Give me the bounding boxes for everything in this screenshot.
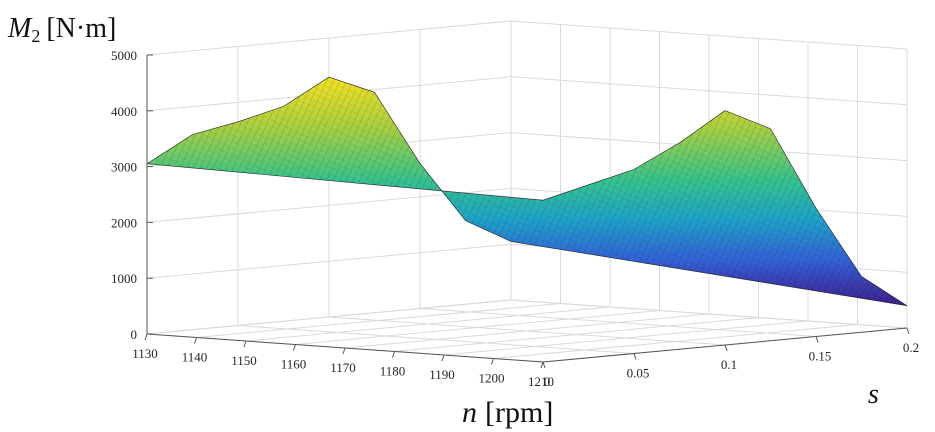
surface	[146, 76, 908, 306]
x-tick-mark	[342, 347, 346, 355]
x-tick-mark	[540, 361, 544, 369]
grid-line	[237, 325, 635, 354]
x-tick-label: 1150	[231, 353, 257, 368]
y-tick-mark	[906, 327, 910, 335]
y-tick-label: 0.15	[809, 349, 832, 364]
y-tick-label: 0	[544, 374, 551, 389]
x-axis-title: n [rpm]	[462, 396, 553, 429]
y-tick-label: 0.2	[903, 340, 919, 355]
grid-line	[510, 299, 908, 329]
x-tick-mark	[491, 358, 494, 365]
z-tick-label: 1000	[111, 271, 137, 286]
x-tick-mark	[441, 354, 445, 362]
x-tick-label: 1160	[281, 357, 307, 372]
y-axis-ticks: 0 0.05 0.1 0.15 0.2	[542, 327, 919, 389]
y-tick-mark	[542, 361, 546, 369]
x-tick-label: 1180	[380, 364, 406, 379]
y-tick-label: 0.1	[721, 357, 737, 372]
z-tick-label: 4000	[111, 104, 137, 119]
z-tick-label: 5000	[111, 48, 137, 63]
x-tick-label: 1170	[330, 360, 356, 375]
x-tick-mark	[293, 344, 296, 351]
grid-line	[328, 316, 726, 346]
z-tick-label: 0	[131, 327, 138, 342]
x-tick-label: 1190	[429, 367, 455, 382]
surface-mesh	[147, 77, 907, 306]
x-tick-label: 1130	[132, 346, 158, 361]
x-tick-mark	[144, 333, 148, 341]
y-tick-mark	[633, 353, 637, 360]
z-tick-label: 2000	[111, 215, 137, 230]
grid-line	[419, 308, 817, 337]
x-tick-mark	[194, 337, 197, 344]
z-axis-title: M2 [N·m]	[7, 13, 116, 46]
x-tick-mark	[243, 340, 247, 348]
x-tick-label: 1200	[479, 371, 505, 386]
y-tick-label: 0.05	[627, 366, 650, 381]
x-axis-ticks: 1130 1140 1150 1160 1170 1180 1190 1200 1210	[132, 333, 554, 389]
y-tick-mark	[724, 344, 728, 352]
x-tick-mark	[392, 351, 395, 358]
z-tick-label: 3000	[111, 160, 137, 175]
x-tick-label: 1140	[182, 350, 208, 365]
z-axis-ticks: 0 1000 2000 3000 4000 5000	[111, 48, 153, 342]
y-axis-title: s	[868, 379, 879, 410]
x-tick-label: 1210	[528, 374, 554, 389]
y-tick-mark	[815, 336, 819, 343]
